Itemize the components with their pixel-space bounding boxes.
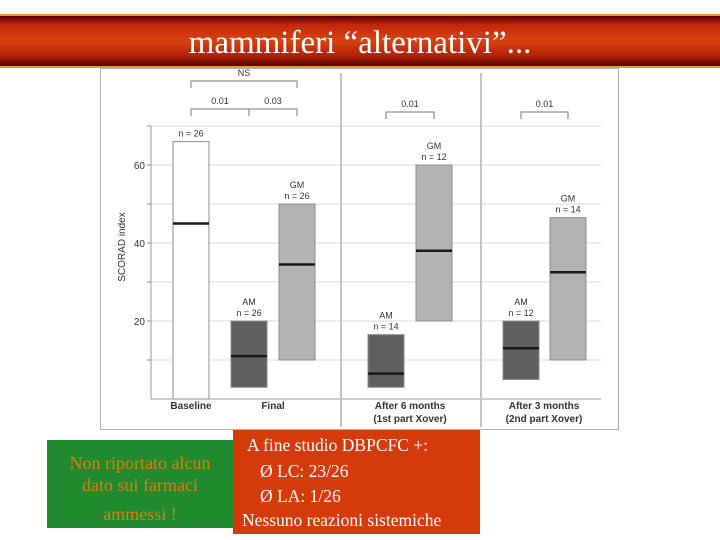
group-label: After 3 months [509, 401, 580, 412]
y-axis-label: SCORAD index [117, 212, 128, 281]
significance-bracket [190, 80, 298, 88]
significance-label: 0.01 [536, 99, 554, 109]
box-n-label: n = 26 [178, 129, 203, 139]
note-right-line-3: Ø LA: 1/26 [260, 486, 341, 506]
box-series-label: AM [514, 297, 528, 307]
significance-label: 0.01 [211, 96, 229, 106]
scorad-figure: 20 40 60 SCORAD index n = 26 AM n = 26 GM n = 26… [100, 68, 619, 430]
box-series-label: GM [290, 180, 305, 190]
significance-bracket [520, 111, 569, 119]
box-n-label: n = 12 [508, 308, 533, 318]
significance-bracket [248, 108, 298, 116]
box-n-label: n = 26 [284, 191, 309, 201]
y-tick-label: 20 [134, 317, 146, 328]
box-series-label: AM [242, 297, 256, 307]
note-left-line-2: dato sui farmaci [82, 475, 198, 495]
box-n-label: n = 12 [421, 152, 446, 162]
box-n-label: n = 14 [555, 205, 580, 215]
group-label: After 6 months [375, 401, 446, 412]
note-right-box: A fine studio DBPCFC +: Ø LC: 23/26 Ø LA… [233, 430, 480, 534]
note-left-line-3: ammessi ! [103, 504, 177, 524]
box-gm-4 [415, 164, 453, 322]
group-label-line2: (1st part Xover) [373, 414, 446, 425]
note-right-line-2: Ø LC: 23/26 [260, 461, 349, 481]
y-tick-label: 40 [134, 239, 146, 250]
slide-title: mammiferi “alternativi”... [188, 25, 532, 61]
box-am-5 [502, 320, 540, 380]
significance-label: NS [238, 69, 251, 78]
box-am-1 [230, 320, 268, 388]
title-bar: mammiferi “alternativi”... [0, 14, 720, 68]
significance-bracket [385, 111, 435, 119]
box-gm-2 [278, 203, 316, 361]
box-n-label: n = 14 [373, 322, 398, 332]
group-label-line2: (2nd part Xover) [506, 414, 583, 425]
note-right-line-4: Nessuno reazioni sistemiche [242, 510, 442, 530]
box-series-label: AM [379, 311, 393, 321]
box-series-label: GM [427, 141, 442, 151]
box-am-3 [367, 334, 405, 388]
y-tick-label: 60 [134, 161, 146, 172]
group-label: Final [261, 401, 285, 412]
significance-bracket [190, 108, 250, 116]
box-baseline-0 [172, 141, 210, 400]
box-series-label: GM [561, 194, 576, 204]
group-label: Baseline [170, 401, 212, 412]
note-left-line-1: Non riportato alcun [69, 453, 211, 473]
box-n-label: n = 26 [236, 308, 261, 318]
note-left-box: Non riportato alcun dato sui farmaci amm… [47, 440, 233, 528]
significance-label: 0.01 [401, 99, 419, 109]
note-right-line-1: A fine studio DBPCFC +: [247, 435, 429, 455]
box-gm-6 [549, 217, 587, 361]
significance-label: 0.03 [264, 96, 282, 106]
